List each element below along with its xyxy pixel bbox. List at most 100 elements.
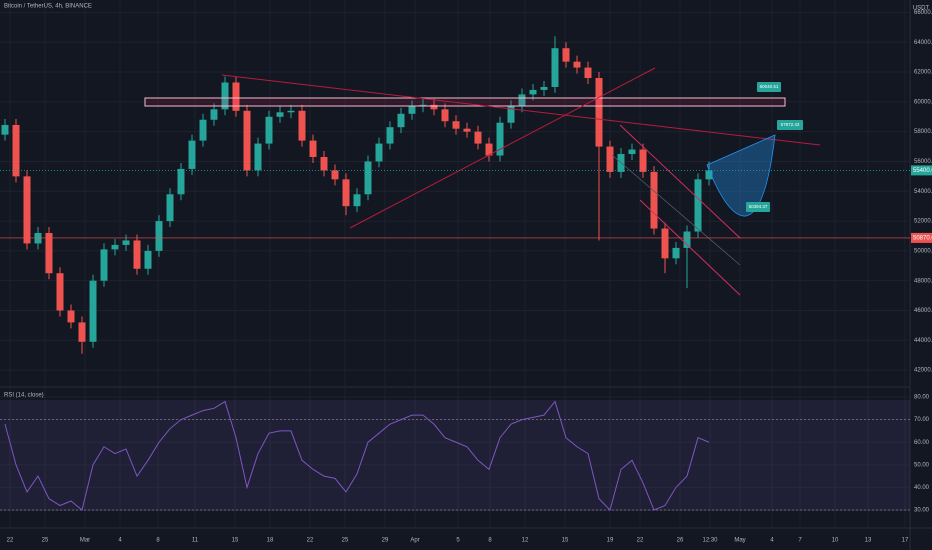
x-tick-label: 13 <box>865 538 872 544</box>
candle-body <box>386 127 394 144</box>
candle-body <box>529 89 537 95</box>
x-tick-label: May <box>734 538 745 544</box>
candles <box>1 36 713 354</box>
x-tick-label: 15 <box>562 538 569 544</box>
candle-body <box>518 94 526 107</box>
candle-body <box>67 310 75 323</box>
price-label-box <box>911 165 932 176</box>
candle-body <box>177 168 185 195</box>
x-tick-label: 25 <box>342 538 349 544</box>
candle-body <box>661 228 669 259</box>
candle-body <box>133 240 141 269</box>
y-tick-label: 62000.00 <box>914 70 932 76</box>
rsi-band <box>0 400 910 511</box>
rsi-line <box>4 400 710 512</box>
unit-label: USDT <box>913 6 930 12</box>
x-tick-label: 4 <box>770 538 774 544</box>
forecast-area <box>706 134 776 217</box>
candle-body <box>573 61 581 68</box>
rsi-legend: RSI (14, close) <box>4 393 44 399</box>
candle-body <box>606 146 614 172</box>
x-tick-label: 12 <box>522 538 529 544</box>
callout-text: 60040.51 <box>760 84 779 89</box>
candle-body <box>584 67 592 79</box>
y-tick-label: 42000.00 <box>914 368 932 374</box>
x-tick-label: 29 <box>382 538 389 544</box>
y-tick-label: 50000.00 <box>914 248 932 254</box>
x-tick-label: Mar <box>80 538 90 544</box>
candle-body <box>342 179 350 207</box>
candle-body <box>540 86 548 90</box>
candle-body <box>210 109 218 120</box>
candle-body <box>89 280 97 342</box>
y-tick-label: 54000.00 <box>914 189 932 195</box>
candle-body <box>562 48 570 62</box>
drawings: 60040.51 57872.43 50394.37 <box>144 67 821 296</box>
candle-body <box>650 171 658 229</box>
candle-body <box>430 104 438 110</box>
trendline <box>349 67 656 229</box>
x-tick-label: 15 <box>232 538 239 544</box>
candle-body <box>78 322 86 342</box>
candle-body <box>12 124 20 177</box>
rsi-tick-label: 80.00 <box>914 395 930 401</box>
candle-body <box>155 221 163 251</box>
candle-body <box>276 112 284 117</box>
channel-line <box>639 199 741 296</box>
x-tick-label: 26 <box>677 538 684 544</box>
candle-body <box>639 149 647 172</box>
x-tick-label: 4 <box>118 538 122 544</box>
rsi-tick-label: 50.00 <box>914 462 930 468</box>
symbol-legend: Bitcoin / TetherUS, 4h, BINANCE <box>4 4 92 10</box>
y-tick-label: 56000.00 <box>914 159 932 165</box>
rsi-tick-label: 60.00 <box>914 440 930 446</box>
candle-body <box>507 106 515 123</box>
y-tick-label: 66000.00 <box>914 10 932 16</box>
x-tick-label: 17 <box>902 538 909 544</box>
candle-body <box>45 233 53 274</box>
y-tick-label: 52000.00 <box>914 219 932 225</box>
candle-body <box>56 273 64 311</box>
callout <box>746 202 770 212</box>
candle-body <box>441 109 449 122</box>
candle-body <box>485 143 493 156</box>
zone-rectangle <box>144 97 786 107</box>
candle-body <box>144 250 152 269</box>
candle-body <box>221 82 229 110</box>
callout <box>777 120 803 130</box>
callout-text: 57872.43 <box>781 122 800 127</box>
candle-body <box>551 48 559 87</box>
rsi-tick-label: 70.00 <box>914 417 930 423</box>
y-tick-label: 64000.00 <box>914 40 932 46</box>
x-tick-label: 22 <box>637 538 644 544</box>
candle-body <box>353 194 361 207</box>
candle-body <box>463 128 471 132</box>
candle-body <box>595 78 603 147</box>
candle-body <box>111 244 119 250</box>
x-tick-label: Apr <box>410 538 419 544</box>
y-tick-label: 44000.00 <box>914 338 932 344</box>
rsi-tick-label: 40.00 <box>914 485 930 491</box>
candle-body <box>188 140 196 169</box>
y-tick-label: 60000.00 <box>914 99 932 105</box>
callout <box>757 82 781 92</box>
candle-body <box>199 119 207 141</box>
candle-body <box>243 110 251 171</box>
candle-body <box>496 122 504 156</box>
candle-body <box>287 110 295 113</box>
candle-body <box>265 116 273 144</box>
y-tick-label: 58000.00 <box>914 129 932 135</box>
candle-body <box>694 179 702 232</box>
candle-body <box>166 194 174 222</box>
x-tick-label: 25 <box>42 538 49 544</box>
candle-body <box>309 140 317 157</box>
candle-body <box>672 247 680 259</box>
y-tick-label: 46000.00 <box>914 308 932 314</box>
channel-line <box>619 124 741 239</box>
x-tick-label: 8 <box>488 538 492 544</box>
candle-body <box>254 143 262 171</box>
x-tick-label: 18 <box>267 538 274 544</box>
x-tick-label: 22 <box>7 538 14 544</box>
candle-body <box>375 143 383 162</box>
